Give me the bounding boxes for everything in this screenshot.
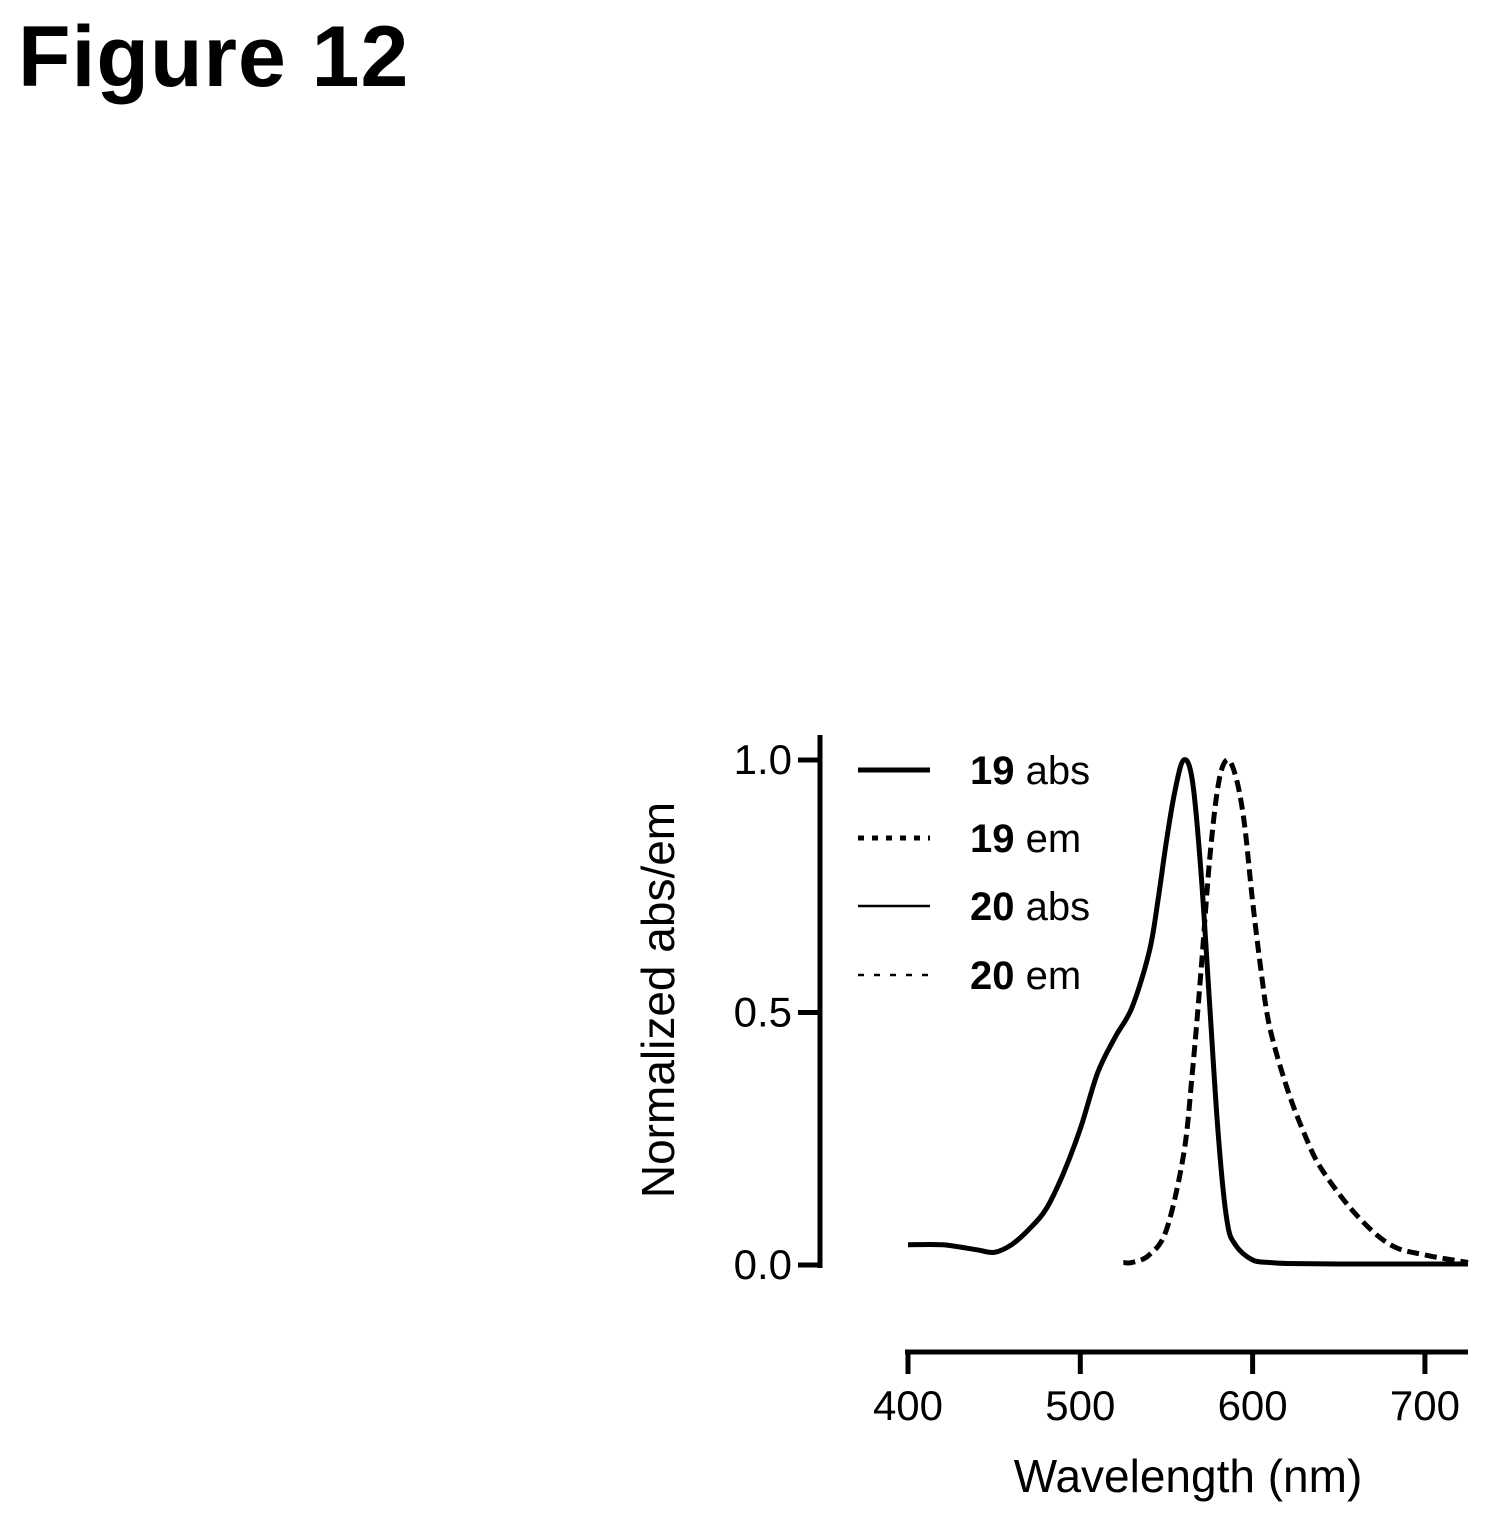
x-tick-label: 600 [1218, 1382, 1288, 1429]
legend-number: 20 [970, 885, 1015, 929]
legend-kind: em [1015, 954, 1082, 998]
series-line-19-em [1123, 757, 1469, 1266]
legend-entry: 19 abs [970, 749, 1090, 793]
figure-title: Figure 12 [18, 9, 410, 105]
legend-entry: 19 em [970, 817, 1081, 861]
legend-number: 20 [970, 954, 1015, 998]
y-tick-label: 0.5 [734, 989, 792, 1036]
y-tick-label: 1.0 [734, 736, 792, 783]
series-line-20-abs [907, 758, 1468, 1266]
legend-kind: abs [1015, 749, 1091, 793]
legend-kind: abs [1015, 885, 1091, 929]
legend-entry: 20 em [970, 954, 1081, 998]
y-axis-label: Normalized abs/em [632, 802, 684, 1198]
series-layer [907, 757, 1469, 1267]
x-tick-label: 500 [1045, 1382, 1115, 1429]
x-tick-label: 700 [1390, 1382, 1460, 1429]
series-line-20-em [1123, 758, 1469, 1265]
y-tick-label: 0.0 [734, 1241, 792, 1288]
legend-kind: em [1015, 817, 1082, 861]
x-ticks: 400 500 600 700 [873, 1352, 1460, 1429]
legend-number: 19 [970, 749, 1015, 793]
legend-entry: 20 abs [970, 885, 1090, 929]
x-tick-label: 400 [873, 1382, 943, 1429]
legend-number: 19 [970, 817, 1015, 861]
x-axis-label: Wavelength (nm) [1014, 1450, 1363, 1502]
y-ticks: 0.0 0.5 1.0 [734, 736, 820, 1288]
